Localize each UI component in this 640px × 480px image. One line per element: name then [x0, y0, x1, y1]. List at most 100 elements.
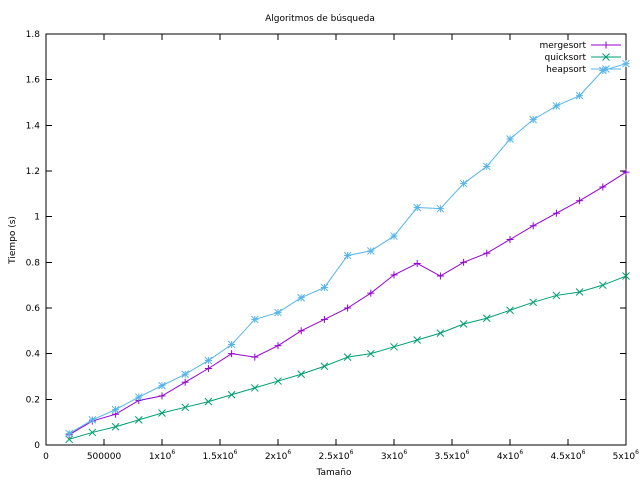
marker-stroke: [598, 281, 607, 290]
x-tick-label-group: 4x10 6: [497, 449, 524, 462]
data-point: [320, 362, 329, 371]
y-tick-label: 0.6: [26, 304, 41, 314]
data-point: [506, 306, 514, 315]
x-tick-label: 500000: [87, 452, 122, 462]
marker-stroke: [297, 293, 306, 302]
marker-stroke: [552, 291, 561, 300]
marker-stroke: [622, 59, 630, 68]
x-tick-label-group: 1.5x10 6: [203, 449, 238, 462]
marker-stroke: [158, 409, 166, 417]
marker-stroke: [181, 370, 190, 379]
marker-stroke: [602, 53, 610, 61]
data-point: [552, 102, 561, 110]
marker-stroke: [274, 308, 282, 317]
data-point: [436, 272, 444, 280]
data-point: [602, 53, 610, 61]
x-tick-exponent: 6: [234, 449, 238, 456]
data-point: [482, 162, 491, 171]
x-tick-label: 3x10: [381, 452, 404, 462]
data-point: [602, 41, 610, 49]
marker-stroke: [181, 403, 190, 412]
x-tick-label: 4.5x10: [551, 452, 582, 462]
axis-ticks: 00.20.40.60.811.21.41.61.80 500000 1x10 6 1.…: [26, 30, 640, 462]
marker-stroke: [366, 247, 375, 255]
data-point: [227, 340, 236, 349]
data-point: [251, 353, 259, 361]
x-tick-label: 1.5x10: [203, 452, 234, 462]
marker-stroke: [274, 377, 282, 385]
marker-stroke: [552, 102, 561, 110]
marker-stroke: [390, 342, 398, 351]
marker-stroke: [204, 397, 213, 406]
marker-stroke: [65, 435, 74, 444]
data-point: [204, 365, 212, 373]
data-point: [506, 236, 514, 243]
x-tick-label: 2.5x10: [319, 452, 350, 462]
x-tick-label-group: 3.5x10 6: [435, 449, 470, 462]
x-tick-label-group: 500000: [87, 452, 122, 462]
x-tick-label: 5x10: [613, 452, 636, 462]
data-point: [134, 393, 143, 401]
data-point: [529, 115, 538, 124]
marker-stroke: [297, 370, 306, 379]
marker-stroke: [413, 203, 422, 212]
data-point: [158, 392, 166, 400]
x-tick-exponent: 6: [519, 449, 523, 456]
data-point: [65, 435, 74, 444]
data-point: [575, 288, 584, 296]
marker-stroke: [622, 272, 630, 280]
x-tick-label: 3.5x10: [435, 452, 466, 462]
x-tick-label-group: 1x10 6: [149, 449, 176, 462]
marker-stroke: [158, 381, 166, 390]
marker-stroke: [506, 306, 514, 315]
marker-stroke: [506, 135, 514, 143]
data-point: [158, 409, 166, 417]
data-point: [413, 259, 421, 267]
marker-stroke: [250, 315, 259, 324]
x-tick-exponent: 6: [171, 449, 175, 456]
x-tick-exponent: 6: [403, 449, 407, 456]
x-tick-label-group: 2x10 6: [265, 449, 292, 462]
marker-stroke: [343, 353, 352, 361]
x-tick-label-group: 4.5x10 6: [551, 449, 586, 462]
data-point: [343, 353, 352, 361]
y-tick-label: 0.2: [26, 395, 40, 405]
data-point: [413, 203, 422, 212]
series-group: [65, 59, 630, 444]
data-point: [181, 378, 189, 386]
marker-stroke: [366, 349, 375, 358]
x-tick-label: 4x10: [497, 452, 520, 462]
marker-stroke: [575, 288, 584, 296]
data-point: [599, 183, 607, 191]
marker-stroke: [602, 65, 610, 73]
x-tick-exponent: 6: [635, 449, 639, 456]
y-tick-label: 0.8: [26, 258, 41, 268]
data-point: [598, 281, 607, 290]
series-mergesort: [65, 168, 630, 439]
data-point: [344, 304, 352, 312]
y-tick-label: 0.4: [26, 350, 41, 360]
data-point: [367, 289, 375, 297]
data-point: [575, 91, 584, 100]
x-tick-exponent: 6: [582, 449, 586, 456]
marker-stroke: [88, 416, 97, 424]
marker-stroke: [88, 428, 97, 437]
marker-stroke: [134, 416, 143, 424]
x-tick-exponent: 6: [466, 449, 470, 456]
data-point: [483, 249, 491, 257]
data-point: [436, 329, 445, 337]
chart-title: Algoritmos de búsqueda: [265, 14, 375, 24]
data-point: [390, 342, 398, 351]
x-tick-label-group: 3x10 6: [381, 449, 408, 462]
data-point: [366, 349, 375, 358]
legend-label: heapsort: [546, 65, 586, 75]
data-point: [297, 293, 306, 302]
data-point: [529, 222, 537, 230]
x-tick-label: 0: [43, 452, 49, 462]
x-tick-label-group: 0: [43, 452, 49, 462]
data-point: [204, 397, 213, 406]
marker-stroke: [204, 356, 213, 365]
data-point: [622, 59, 630, 68]
data-point: [111, 422, 120, 431]
